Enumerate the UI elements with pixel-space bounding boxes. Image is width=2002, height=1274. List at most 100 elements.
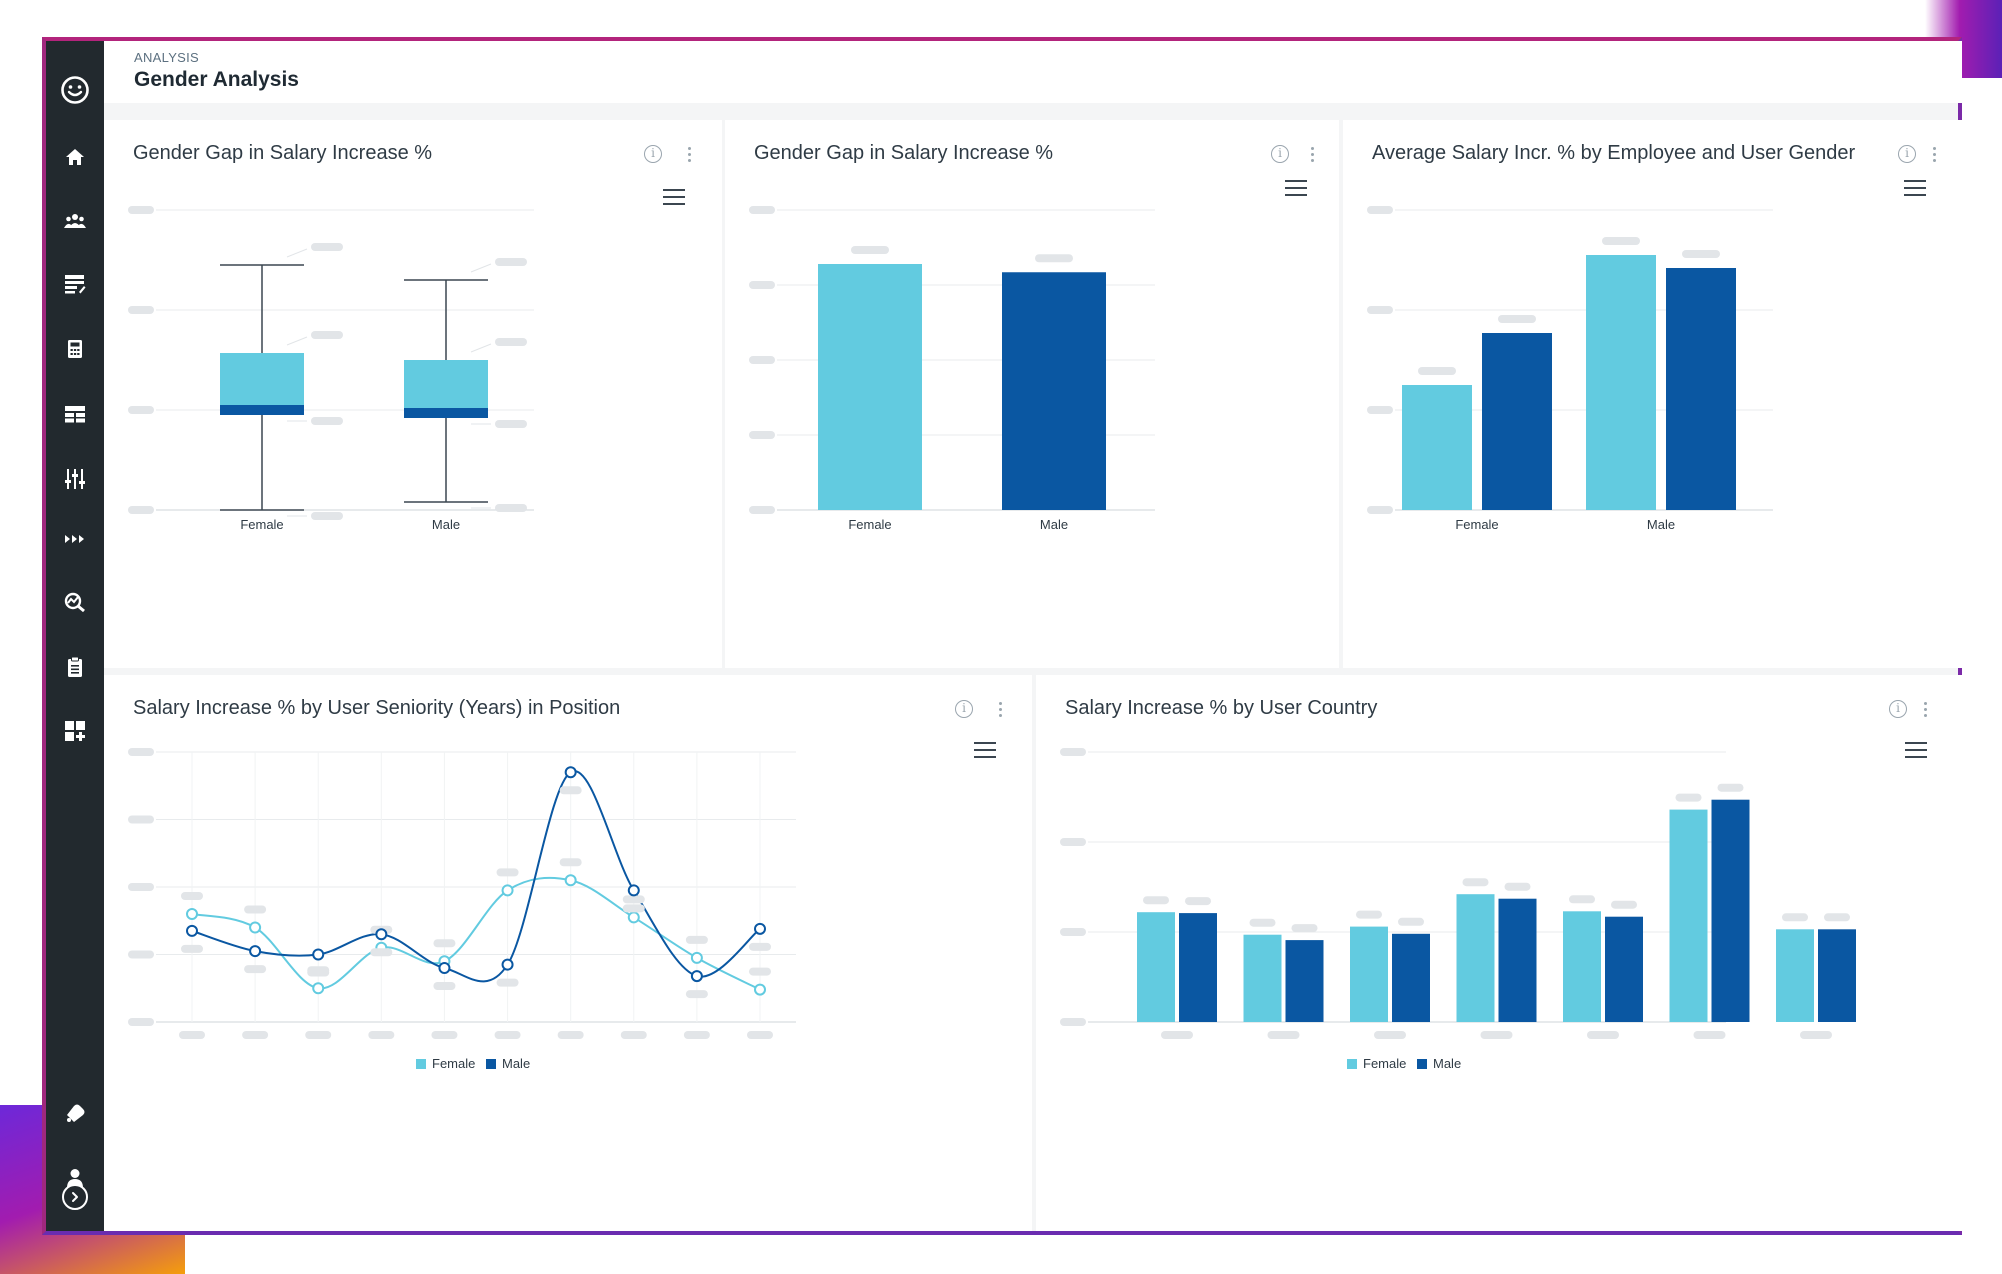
data-point [438, 962, 451, 974]
value-label [1675, 793, 1702, 802]
data-point [754, 922, 766, 935]
value-label [1717, 783, 1744, 792]
calculator-icon[interactable] [46, 331, 104, 367]
value-label [433, 982, 456, 990]
value-label [685, 935, 708, 944]
x-tick-label [179, 1031, 205, 1039]
data-point [186, 924, 198, 937]
data-point [501, 958, 514, 971]
chart-title: Gender Gap in Salary Increase % [754, 142, 1054, 164]
page-title: Gender Analysis [134, 68, 299, 91]
x-tick-label: Male [1647, 517, 1675, 532]
label-connector [286, 248, 308, 258]
value-label [1249, 918, 1276, 927]
value-label [1682, 250, 1720, 258]
sliders-icon[interactable] [46, 461, 104, 497]
info-icon[interactable]: i [955, 700, 973, 718]
x-tick-label [1800, 1031, 1832, 1039]
line-chart: Female Male [128, 748, 796, 1071]
y-tick-label [128, 406, 154, 414]
info-icon[interactable]: i [1889, 700, 1907, 718]
analytics-icon[interactable] [46, 584, 104, 620]
y-tick-label [128, 506, 154, 514]
chart-plot-group: Female Male [128, 206, 534, 532]
chart-title: Average Salary Incr. % by Employee and U… [1372, 142, 1856, 164]
bell-icon[interactable] [46, 1095, 104, 1131]
box-upper [404, 360, 488, 408]
x-tick-label: Male [432, 517, 460, 532]
bar [1179, 913, 1217, 1022]
value-label [244, 965, 267, 974]
data-point [186, 908, 198, 920]
y-tick-label [1060, 1018, 1086, 1026]
x-tick-label [1374, 1031, 1406, 1039]
smiley-logo-icon[interactable] [46, 69, 104, 111]
data-point [627, 884, 640, 897]
data-point [690, 951, 703, 964]
x-tick-label [368, 1031, 395, 1039]
box-lower [404, 408, 488, 418]
bar-chart: Female Male [749, 206, 1155, 532]
info-icon[interactable]: i [644, 145, 662, 163]
data-point [754, 983, 766, 996]
kebab-menu-icon[interactable] [997, 700, 1003, 718]
y-tick-label [1367, 506, 1393, 514]
chart-card-seniority: Salary Increase % by User Seniority (Yea… [104, 675, 1032, 1231]
bar [1669, 809, 1708, 1022]
hamburger-menu-icon[interactable] [1905, 742, 1927, 758]
legend-swatch [1347, 1059, 1357, 1069]
chart-plot-group: Female Male [1367, 206, 1773, 532]
value-label [495, 504, 527, 512]
grouped-bar-chart: Female Male [1367, 206, 1773, 532]
value-label [370, 948, 393, 957]
y-tick-label [128, 1018, 154, 1026]
x-tick-label [683, 1031, 710, 1039]
chart-title: Gender Gap in Salary Increase % [133, 142, 433, 164]
home-icon[interactable] [46, 139, 104, 175]
hamburger-menu-icon[interactable] [663, 189, 685, 205]
x-tick-label: Female [240, 517, 283, 532]
y-tick-label [1367, 406, 1393, 414]
value-label [1824, 913, 1850, 922]
chevron-right-icon[interactable] [62, 1184, 88, 1210]
chart-card-box: Gender Gap in Salary Increase % i Female… [104, 120, 722, 668]
x-tick-label: Female [1455, 517, 1498, 532]
people-icon[interactable] [46, 203, 104, 239]
bar [1666, 268, 1736, 510]
x-tick-label [1480, 1031, 1513, 1039]
x-tick-label: Male [1040, 517, 1068, 532]
value-label [1398, 917, 1424, 926]
kebab-menu-icon[interactable] [1309, 145, 1315, 163]
x-tick-label [305, 1031, 332, 1039]
value-label [1611, 900, 1637, 909]
clipboard-icon[interactable] [46, 649, 104, 685]
label-connector [470, 263, 492, 273]
add-widget-icon[interactable] [46, 713, 104, 749]
value-label [851, 246, 889, 254]
data-point [312, 982, 325, 995]
breadcrumb[interactable]: ANALYSIS [134, 50, 200, 65]
value-label [1185, 897, 1211, 906]
value-label [1504, 882, 1531, 891]
hamburger-menu-icon[interactable] [1904, 180, 1926, 196]
value-label [1291, 924, 1318, 933]
chart-card-country: Salary Increase % by User Country i Fema… [1036, 675, 1962, 1231]
grid-icon[interactable] [46, 396, 104, 432]
y-tick-label [749, 431, 775, 439]
kebab-menu-icon[interactable] [1931, 145, 1937, 163]
chart-card-bar: Gender Gap in Salary Increase % i Female… [725, 120, 1339, 668]
kebab-menu-icon[interactable] [686, 145, 692, 163]
arrows-icon[interactable] [46, 521, 104, 557]
info-icon[interactable]: i [1898, 145, 1916, 163]
info-icon[interactable]: i [1271, 145, 1289, 163]
bar [1243, 934, 1282, 1022]
value-label [1035, 254, 1073, 263]
hamburger-menu-icon[interactable] [974, 742, 996, 758]
page-header: ANALYSIS Gender Analysis [104, 41, 1962, 103]
kebab-menu-icon[interactable] [1922, 700, 1928, 718]
hamburger-menu-icon[interactable] [1285, 180, 1307, 196]
data-point [564, 874, 577, 887]
data-point [312, 948, 325, 961]
bar [1586, 255, 1656, 510]
table-edit-icon[interactable] [46, 266, 104, 302]
